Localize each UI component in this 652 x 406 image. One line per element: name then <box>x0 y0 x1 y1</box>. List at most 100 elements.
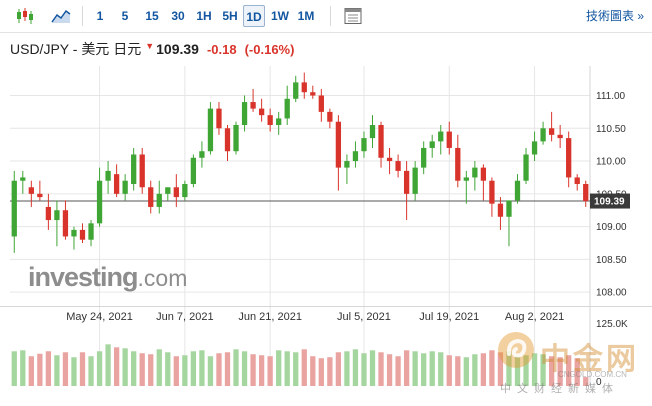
candle-body <box>583 184 589 202</box>
candle-body <box>463 177 469 181</box>
candle-body <box>557 134 563 139</box>
volume-bar <box>54 355 60 386</box>
volume-bar <box>156 349 162 386</box>
candlestick <box>301 72 307 99</box>
investing-logo-main: investing <box>28 262 139 292</box>
timeframe-button-1d[interactable]: 1D <box>243 5 265 27</box>
candle-body <box>96 180 103 224</box>
candlestick <box>216 102 222 135</box>
candlestick <box>463 170 469 204</box>
toolbar-separator <box>330 6 331 26</box>
candlestick <box>506 200 512 247</box>
price-tick-label: 109.00 <box>596 222 627 233</box>
candle-body <box>386 157 393 162</box>
volume-bar <box>480 353 487 386</box>
volume-bar <box>463 357 469 386</box>
table-view-icon[interactable] <box>342 6 364 26</box>
candle-body <box>20 177 26 181</box>
volume-tick-label: 125.0K <box>596 319 628 330</box>
candle-body <box>352 151 359 162</box>
candle-body <box>79 229 86 240</box>
timeframe-button-5h[interactable]: 5H <box>222 9 238 23</box>
timeframe-button-1[interactable]: 1 <box>96 9 104 23</box>
candle-body <box>480 167 487 181</box>
volume-bar <box>310 356 316 386</box>
candlestick <box>327 108 333 129</box>
candlestick <box>540 121 546 145</box>
volume-bar <box>412 351 418 386</box>
candlestick <box>446 121 452 155</box>
price-tick-label: 108.50 <box>596 255 627 266</box>
volume-bar <box>497 352 504 386</box>
candle-body <box>148 187 154 207</box>
candle-body <box>233 125 239 152</box>
timeframe-button-1w[interactable]: 1W <box>271 9 289 23</box>
candle-body <box>173 187 179 198</box>
volume-bar <box>293 352 299 386</box>
volume-bar <box>583 377 589 386</box>
volume-bar <box>88 356 94 386</box>
volume-bar <box>472 354 478 386</box>
last-price: 109.39 <box>156 41 199 57</box>
change-percent: (-0.16%) <box>244 42 295 57</box>
candlesticks <box>11 72 589 253</box>
candlestick <box>199 141 205 168</box>
date-tick-label: Jun 21, 2021 <box>238 311 302 323</box>
timeframe-button-30[interactable]: 30 <box>171 9 185 23</box>
candle-body <box>301 82 307 93</box>
candlestick <box>293 75 299 103</box>
volume-bar <box>395 356 401 386</box>
volume-bar <box>335 352 342 386</box>
candlestick <box>173 174 179 207</box>
candlestick <box>361 131 367 158</box>
timeframe-button-15[interactable]: 15 <box>145 9 159 23</box>
candlestick <box>276 111 282 135</box>
candle-body <box>267 115 273 125</box>
candlestick <box>472 161 478 191</box>
volume-bar <box>28 356 34 386</box>
cngold-watermark-url: CNGOLD.COM.CN <box>558 370 627 379</box>
candlestick <box>79 223 86 243</box>
timeframe-button-1m[interactable]: 1M <box>297 9 315 23</box>
volume-bar <box>548 356 555 386</box>
candle-body <box>139 154 145 188</box>
candlestick <box>480 164 487 201</box>
candlestick <box>403 161 410 221</box>
volume-bar <box>446 355 452 386</box>
candlestick <box>156 180 162 214</box>
timeframe-button-5[interactable]: 5 <box>121 9 129 23</box>
candle-body <box>369 125 376 139</box>
candlestick <box>335 115 342 191</box>
candlestick <box>514 174 521 204</box>
price-chart[interactable]: 111.00110.50110.00109.50109.00108.50108.… <box>0 66 652 406</box>
candle-body <box>11 180 17 237</box>
candle-body <box>429 141 435 148</box>
candle-body <box>497 203 504 217</box>
candle-body <box>395 161 401 171</box>
volume-bar <box>224 352 231 386</box>
volume-bar <box>361 353 367 386</box>
timeframe-button-1h[interactable]: 1H <box>196 9 212 23</box>
candlestick-icon[interactable] <box>14 6 36 26</box>
candle-body <box>344 161 350 168</box>
candle-body <box>327 111 333 122</box>
volume-bar <box>105 344 111 386</box>
area-chart-icon[interactable] <box>50 6 72 26</box>
price-tick-label: 111.00 <box>596 91 626 102</box>
date-tick-label: Jul 19, 2021 <box>419 311 479 323</box>
candlestick <box>523 147 529 184</box>
candlestick <box>224 125 231 162</box>
candle-body <box>207 108 214 152</box>
cngold-watermark-subtitle: 中文财经新媒体 <box>500 382 619 395</box>
advanced-chart-link[interactable]: 技術圖表 » <box>585 9 644 23</box>
candlestick <box>344 154 350 184</box>
volume-bar <box>506 351 512 386</box>
date-tick-label: May 24, 2021 <box>66 311 133 323</box>
volume-bar <box>173 356 179 386</box>
volume-bar <box>71 357 77 386</box>
candle-body <box>190 157 197 184</box>
volume-bar <box>369 350 376 386</box>
candlestick <box>531 131 538 162</box>
candle-body <box>224 128 231 152</box>
candlestick <box>182 180 188 201</box>
